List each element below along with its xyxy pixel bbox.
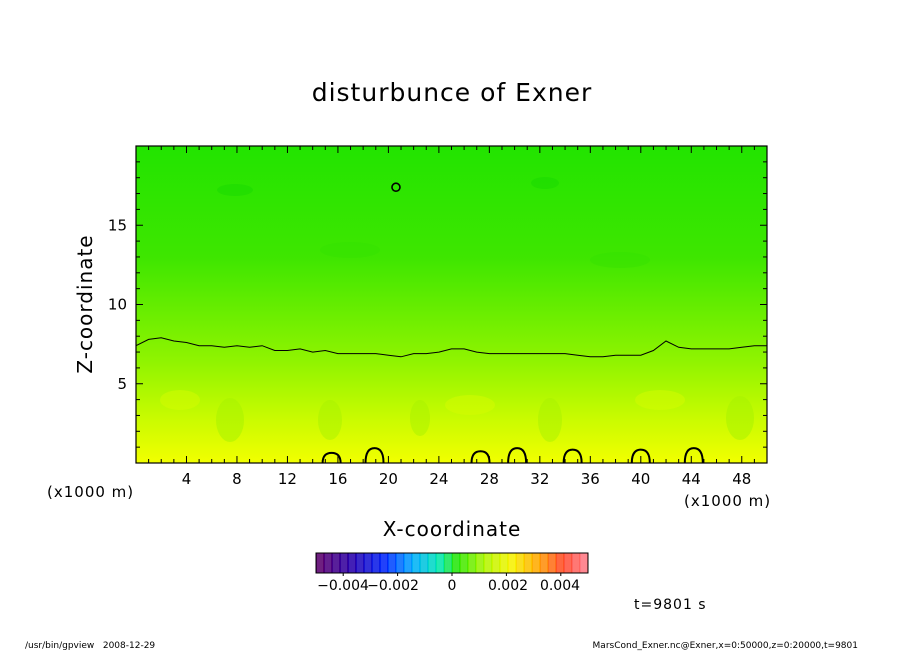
x-tick-label: 24	[429, 470, 448, 488]
colorbar-tick-label: −0.004	[317, 578, 369, 594]
y-tick-label: 15	[108, 216, 127, 234]
closed-contour	[507, 447, 528, 463]
footer-program-path: /usr/bin/gpview	[25, 641, 95, 651]
x-axis-label: X-coordinate	[383, 517, 522, 541]
x-tick-label: 16	[328, 470, 347, 488]
time-label: t=9801 s	[634, 597, 707, 613]
colorbar-tick-label: 0	[448, 578, 457, 594]
x-unit-right: (x1000 m)	[684, 492, 771, 510]
chart-title: disturbunce of Exner	[312, 78, 593, 107]
x-tick-label: 4	[182, 470, 192, 488]
footer-program: /usr/bin/gpview 2008-12-29	[25, 641, 155, 651]
footer-date: 2008-12-29	[102, 641, 156, 651]
x-tick-label: 48	[732, 470, 751, 488]
y-axis-label: Z-coordinate	[73, 234, 97, 373]
closed-contour	[683, 447, 704, 463]
zero-contour-line	[136, 337, 767, 358]
colorbar-tick-label: −0.002	[367, 578, 419, 594]
x-tick-label: 28	[480, 470, 499, 488]
closed-contour	[391, 182, 401, 193]
colorbar-tick-label: 0.002	[488, 578, 528, 594]
contour-lines	[136, 182, 767, 463]
colorbar: −0.004−0.002 0 0.002 0.004	[315, 552, 589, 594]
y-tick-label: 10	[108, 296, 127, 314]
closed-contour	[470, 450, 491, 463]
closed-contour	[562, 448, 583, 463]
closed-contour	[321, 451, 342, 463]
x-tick-label: 44	[682, 470, 701, 488]
y-tick-label: 5	[117, 375, 127, 393]
x-tick-label: 12	[278, 470, 297, 488]
closed-contour	[630, 448, 651, 463]
colorbar-tick-label: 0.004	[540, 578, 580, 594]
x-tick-label: 8	[232, 470, 242, 488]
x-tick-label: 20	[379, 470, 398, 488]
footer-source: MarsCond_Exner.nc@Exner,x=0:50000,z=0:20…	[592, 641, 858, 651]
closed-contour	[364, 447, 385, 463]
field-texture	[160, 177, 754, 442]
x-tick-label: 40	[631, 470, 650, 488]
x-unit-left: (x1000 m)	[47, 483, 134, 501]
x-tick-label: 32	[530, 470, 549, 488]
x-tick-label: 36	[581, 470, 600, 488]
